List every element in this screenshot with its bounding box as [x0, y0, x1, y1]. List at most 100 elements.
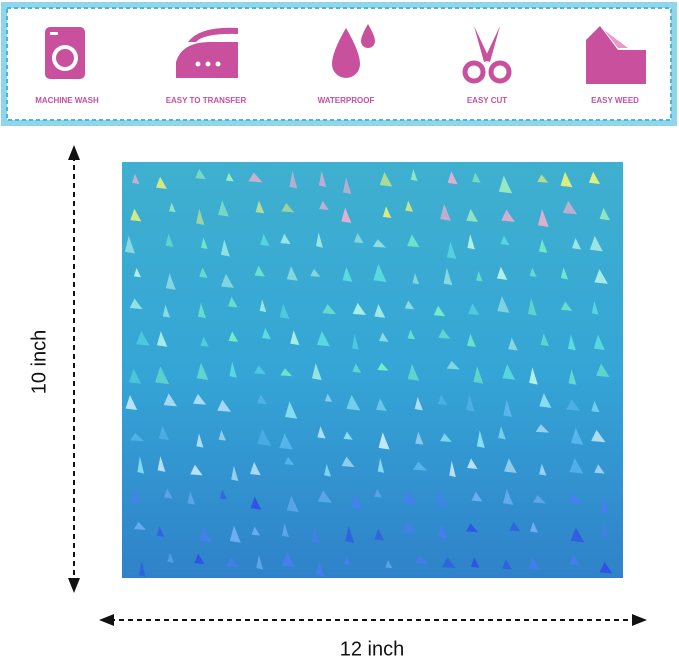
sparkle [467, 234, 475, 250]
sparkle [281, 202, 295, 213]
feature-label: EASY CUT [467, 96, 507, 105]
sparkle [220, 239, 230, 257]
sparkle [155, 176, 168, 189]
sparkle [593, 334, 605, 351]
sparkle [588, 171, 601, 185]
sparkle [310, 528, 320, 544]
sparkle [599, 561, 613, 574]
sparkle [343, 431, 353, 440]
sparkle [476, 430, 485, 448]
sparkle [407, 329, 416, 340]
feature-label: EASY WEED [591, 96, 639, 105]
sparkle [438, 329, 451, 339]
sparkle [502, 559, 512, 570]
sparkle [163, 393, 177, 407]
sparkle [440, 433, 452, 443]
sparkle [471, 491, 483, 502]
sparkle [468, 303, 480, 316]
sparkle [567, 334, 576, 351]
sparkle [317, 426, 326, 439]
sparkle [376, 398, 387, 412]
sparkle [284, 456, 295, 465]
sparkle [162, 304, 170, 318]
sparkle [472, 172, 481, 183]
sparkle [412, 273, 420, 285]
sparkle [310, 268, 321, 277]
sparkle [527, 297, 537, 316]
sparkle [167, 552, 175, 563]
sparkle [535, 424, 550, 433]
sparkle [129, 433, 145, 442]
feature-label: WATERPROOF [318, 96, 375, 105]
sparkle [568, 493, 582, 504]
sparkle [601, 521, 609, 538]
sparkle [440, 203, 451, 221]
sparkle [196, 433, 204, 448]
icon-weed [586, 26, 646, 84]
sparkle [221, 273, 234, 288]
sparkle [196, 208, 205, 226]
sparkle [311, 363, 322, 381]
sparkle [286, 266, 298, 281]
sparkle [315, 561, 325, 577]
sparkle [341, 456, 355, 468]
sparkle [194, 553, 205, 565]
sparkle [403, 490, 417, 505]
sparkle [414, 396, 423, 411]
sparkle [497, 296, 510, 313]
sparkle [374, 489, 382, 498]
sparkle [471, 557, 480, 568]
sparkle [530, 521, 539, 533]
sparkle [200, 237, 208, 250]
sparkle [446, 360, 460, 370]
sparkle [373, 264, 387, 282]
sparkle [250, 496, 262, 510]
sparkle [466, 394, 475, 412]
icon-iron [176, 42, 238, 78]
arrow-head [68, 145, 80, 160]
sparkle [467, 458, 478, 470]
sparkle [279, 433, 293, 450]
sparkle [402, 520, 417, 534]
sparkle [260, 233, 270, 246]
sparkle [322, 303, 337, 315]
sparkle [280, 368, 293, 377]
sparkle [407, 364, 420, 381]
sparkle [256, 554, 264, 570]
sparkle [187, 491, 195, 505]
sparkle [538, 239, 548, 253]
sparkle [410, 168, 418, 182]
sparkle [165, 273, 176, 290]
sparkle [502, 364, 516, 380]
sparkle [128, 368, 142, 384]
sparkle [261, 328, 271, 340]
sparkle [404, 300, 415, 310]
sparkle [279, 303, 290, 319]
sparkle [446, 241, 457, 259]
sparkle [228, 331, 239, 342]
sparkle [529, 267, 537, 277]
sparkle [318, 171, 327, 188]
sparkle [286, 495, 299, 512]
sparkle [473, 366, 484, 384]
sparkle [219, 489, 228, 500]
arrow-head [632, 614, 647, 626]
sparkle [250, 461, 261, 476]
sparkle [345, 525, 355, 543]
sparkle [566, 399, 581, 411]
sparkle [197, 302, 206, 319]
sparkle [569, 457, 584, 474]
sparkle [280, 233, 291, 245]
sparkle [165, 233, 174, 247]
vinyl-sheet [122, 162, 623, 578]
feature-label: EASY TO TRANSFER [166, 96, 247, 105]
sparkle [259, 299, 267, 313]
sparkle [257, 428, 272, 446]
sparkle [254, 265, 265, 277]
sparkle [379, 172, 393, 187]
sparkle [599, 207, 611, 221]
sparkle [248, 172, 263, 183]
sparkle [591, 429, 606, 443]
sparkle [437, 394, 448, 406]
sparkle [503, 399, 513, 418]
